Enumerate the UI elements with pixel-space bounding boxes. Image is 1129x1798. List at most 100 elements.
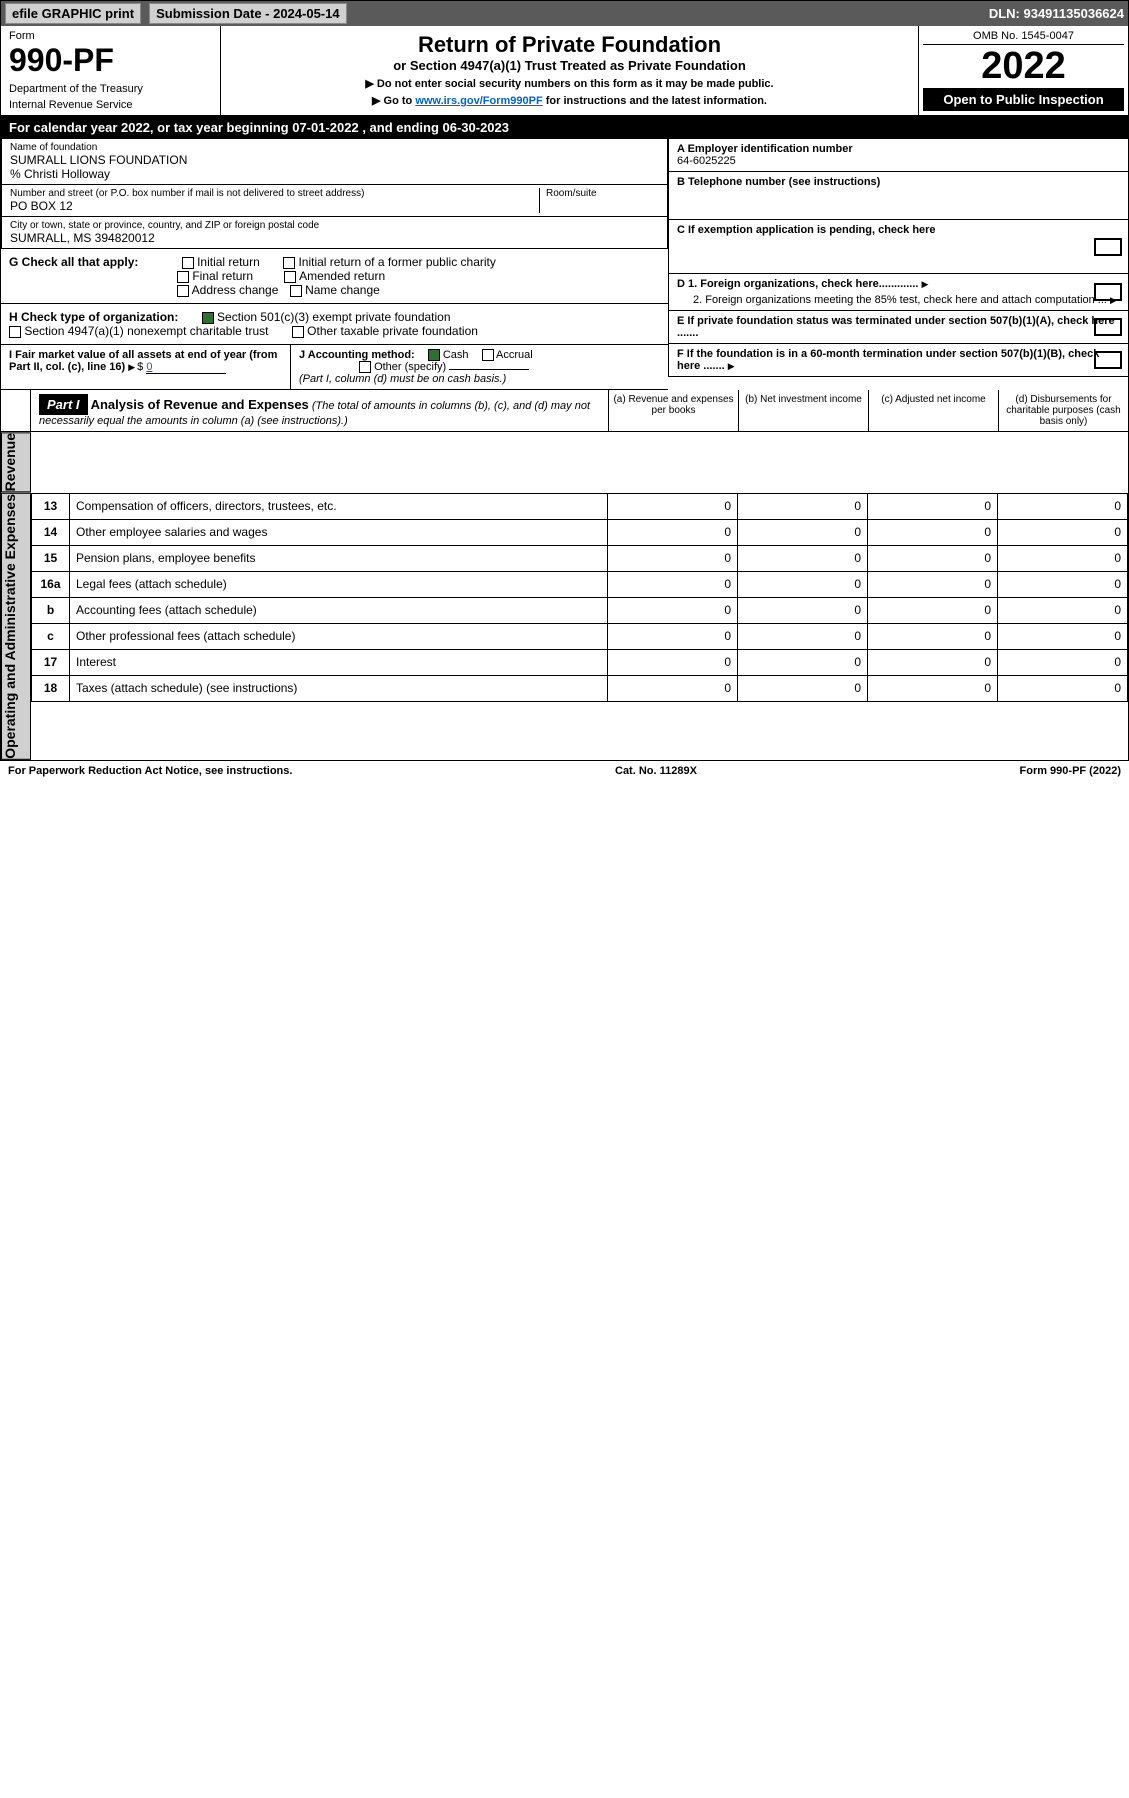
care-of: % Christi Holloway bbox=[10, 167, 659, 181]
i-label: I Fair market value of all assets at end… bbox=[9, 349, 277, 373]
c-label: C If exemption application is pending, c… bbox=[677, 224, 936, 236]
name-change-checkbox[interactable] bbox=[290, 285, 302, 297]
initial-return-checkbox[interactable] bbox=[182, 257, 194, 269]
g-opt-0: Initial return bbox=[197, 255, 260, 269]
dln-number: DLN: 93491135036624 bbox=[989, 6, 1124, 21]
form-label: Form bbox=[9, 30, 212, 42]
ein-cell: A Employer identification number 64-6025… bbox=[668, 139, 1128, 172]
d2-label: 2. Foreign organizations meeting the 85%… bbox=[693, 294, 1107, 306]
revenue-section: Revenue bbox=[1, 432, 1128, 492]
room-label: Room/suite bbox=[546, 188, 659, 199]
expenses-section: Operating and Administrative Expenses 13… bbox=[1, 493, 1128, 760]
submission-date: Submission Date - 2024-05-14 bbox=[149, 3, 347, 24]
j-accrual: Accrual bbox=[496, 349, 533, 361]
j-other: Other (specify) bbox=[374, 361, 446, 373]
part1-side-spacer bbox=[1, 390, 31, 431]
efile-print-button[interactable]: efile GRAPHIC print bbox=[5, 3, 141, 24]
dept-treasury: Department of the Treasury bbox=[9, 83, 212, 95]
amended-checkbox[interactable] bbox=[284, 271, 296, 283]
e-checkbox[interactable] bbox=[1094, 318, 1122, 336]
info-right: A Employer identification number 64-6025… bbox=[668, 139, 1128, 390]
h2: Section 4947(a)(1) nonexempt charitable … bbox=[24, 324, 268, 338]
addr-label: Number and street (or P.O. box number if… bbox=[10, 188, 539, 199]
info-grid: Name of foundation SUMRALL LIONS FOUNDAT… bbox=[1, 139, 1128, 390]
h-label: H Check type of organization: bbox=[9, 310, 178, 324]
revenue-side-label: Revenue bbox=[1, 432, 31, 492]
other-method-checkbox[interactable] bbox=[359, 361, 371, 373]
top-bar: efile GRAPHIC print Submission Date - 20… bbox=[1, 1, 1128, 26]
expenses-side-label: Operating and Administrative Expenses bbox=[1, 493, 31, 760]
ein: 64-6025225 bbox=[677, 155, 736, 167]
part1-desc: Part I Analysis of Revenue and Expenses … bbox=[31, 390, 608, 431]
open-public: Open to Public Inspection bbox=[923, 88, 1124, 111]
form-header: Form 990-PF Department of the Treasury I… bbox=[1, 26, 1128, 116]
col-d-head: (d) Disbursements for charitable purpose… bbox=[998, 390, 1128, 431]
accrual-checkbox[interactable] bbox=[482, 349, 494, 361]
city-label: City or town, state or province, country… bbox=[10, 220, 659, 231]
goto-note: ▶ Go to www.irs.gov/Form990PF for instru… bbox=[233, 94, 906, 107]
col-a-head: (a) Revenue and expenses per books bbox=[608, 390, 738, 431]
goto-pre: ▶ Go to bbox=[372, 95, 415, 107]
goto-post: for instructions and the latest informat… bbox=[543, 95, 767, 107]
tax-year: 2022 bbox=[923, 45, 1124, 88]
header-left: Form 990-PF Department of the Treasury I… bbox=[1, 26, 221, 115]
i-cell: I Fair market value of all assets at end… bbox=[1, 345, 291, 389]
ssn-note: ▶ Do not enter social security numbers o… bbox=[233, 77, 906, 90]
foundation-name: SUMRALL LIONS FOUNDATION bbox=[10, 153, 659, 167]
j-cell: J Accounting method: Cash Accrual Other … bbox=[291, 345, 668, 389]
irs-label: Internal Revenue Service bbox=[9, 99, 212, 111]
table-row: cOther professional fees (attach schedul… bbox=[32, 623, 1128, 649]
g-opt-5: Name change bbox=[305, 283, 380, 297]
table-row: 16aLegal fees (attach schedule)0000 bbox=[32, 571, 1128, 597]
g-opt-4: Address change bbox=[192, 283, 279, 297]
col-b-head: (b) Net investment income bbox=[738, 390, 868, 431]
address-cell: Number and street (or P.O. box number if… bbox=[1, 185, 668, 217]
other-taxable-checkbox[interactable] bbox=[292, 326, 304, 338]
table-row: 14Other employee salaries and wages0000 bbox=[32, 519, 1128, 545]
footer-right: Form 990-PF (2022) bbox=[1020, 765, 1121, 777]
g-opt-1: Initial return of a former public charit… bbox=[298, 255, 495, 269]
form-number: 990-PF bbox=[9, 42, 212, 79]
expenses-table: 13Compensation of officers, directors, t… bbox=[31, 493, 1128, 702]
page-footer: For Paperwork Reduction Act Notice, see … bbox=[0, 761, 1129, 781]
form990pf-link[interactable]: www.irs.gov/Form990PF bbox=[415, 95, 542, 107]
name-label: Name of foundation bbox=[10, 142, 659, 153]
bottom-section bbox=[1, 759, 1128, 760]
h3: Other taxable private foundation bbox=[307, 324, 478, 338]
g-opt-3: Amended return bbox=[299, 269, 385, 283]
city: SUMRALL, MS 394820012 bbox=[10, 231, 659, 245]
omb-number: OMB No. 1545-0047 bbox=[923, 30, 1124, 45]
c-checkbox[interactable] bbox=[1094, 238, 1122, 256]
address: PO BOX 12 bbox=[10, 199, 539, 213]
footer-mid: Cat. No. 11289X bbox=[615, 765, 697, 777]
501c3-checkbox[interactable] bbox=[202, 312, 214, 324]
ein-label: A Employer identification number bbox=[677, 143, 853, 155]
j-note: (Part I, column (d) must be on cash basi… bbox=[299, 373, 506, 385]
form-subtitle: or Section 4947(a)(1) Trust Treated as P… bbox=[233, 58, 906, 73]
j-label: J Accounting method: bbox=[299, 349, 415, 361]
final-return-checkbox[interactable] bbox=[177, 271, 189, 283]
cash-checkbox[interactable] bbox=[428, 349, 440, 361]
g-opt-2: Final return bbox=[192, 269, 253, 283]
address-change-checkbox[interactable] bbox=[177, 285, 189, 297]
d2-checkbox[interactable] bbox=[1094, 283, 1122, 301]
tel-label: B Telephone number (see instructions) bbox=[677, 176, 880, 188]
4947a1-checkbox[interactable] bbox=[9, 326, 21, 338]
header-right: OMB No. 1545-0047 2022 Open to Public In… bbox=[918, 26, 1128, 115]
table-row: 13Compensation of officers, directors, t… bbox=[32, 493, 1128, 519]
part1-title: Analysis of Revenue and Expenses bbox=[91, 397, 309, 412]
tel-cell: B Telephone number (see instructions) bbox=[668, 172, 1128, 220]
f-checkbox[interactable] bbox=[1094, 351, 1122, 369]
d-cell: D 1. Foreign organizations, check here..… bbox=[668, 274, 1128, 311]
e-cell: E If private foundation status was termi… bbox=[668, 311, 1128, 344]
f-cell: F If the foundation is in a 60-month ter… bbox=[668, 344, 1128, 377]
form-container: efile GRAPHIC print Submission Date - 20… bbox=[0, 0, 1129, 761]
ij-row: I Fair market value of all assets at end… bbox=[1, 345, 668, 390]
d1-label: D 1. Foreign organizations, check here..… bbox=[677, 278, 918, 290]
table-row: bAccounting fees (attach schedule)0000 bbox=[32, 597, 1128, 623]
col-c-head: (c) Adjusted net income bbox=[868, 390, 998, 431]
initial-former-checkbox[interactable] bbox=[283, 257, 295, 269]
form-title: Return of Private Foundation bbox=[233, 32, 906, 58]
foundation-name-cell: Name of foundation SUMRALL LIONS FOUNDAT… bbox=[1, 139, 668, 185]
calendar-year-row: For calendar year 2022, or tax year begi… bbox=[1, 116, 1128, 139]
